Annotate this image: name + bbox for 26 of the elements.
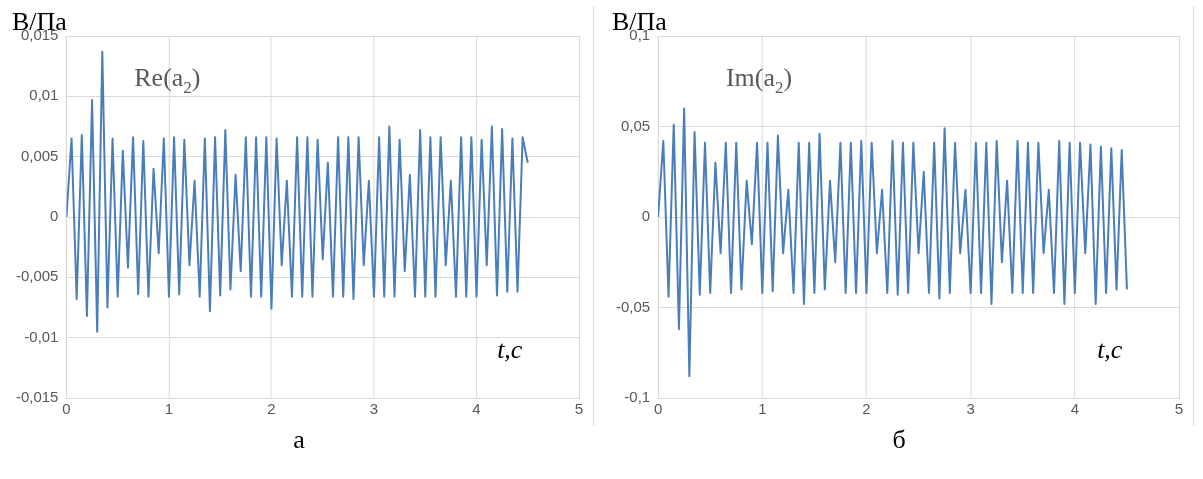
x-tick-label: 1 <box>164 400 174 418</box>
x-axis-title: t,с <box>497 334 523 365</box>
y-tick-label: 0,01 <box>29 86 59 104</box>
y-tick-label: -0,01 <box>24 327 59 345</box>
x-tick-label: 0 <box>62 400 71 418</box>
y-tick-label: 0,05 <box>621 116 651 134</box>
x-tick-label: 3 <box>369 400 379 418</box>
x-tick-label: 2 <box>267 400 276 418</box>
x-tick-label: 3 <box>966 400 975 418</box>
x-tick-label: 0 <box>653 400 663 418</box>
text: а <box>292 425 306 454</box>
y-tick-label: -0,05 <box>616 297 651 315</box>
y-tick-label: -0,015 <box>16 388 59 406</box>
y-tick-label: -0,1 <box>624 388 651 406</box>
x-tick-label: 2 <box>862 400 871 418</box>
x-tick-label: 4 <box>1070 400 1079 418</box>
text: б <box>891 425 907 454</box>
x-tick-label: 4 <box>472 400 481 418</box>
x-tick-label: 1 <box>758 400 767 418</box>
y-tick-label: 0 <box>641 207 651 225</box>
y-tick-label: 0,005 <box>21 146 59 164</box>
x-tick-label: 5 <box>574 400 584 418</box>
y-tick-label: -0,005 <box>16 267 59 285</box>
y-tick-label: 0 <box>50 207 59 225</box>
x-axis-title: t,с <box>1097 334 1123 365</box>
x-tick-label: 5 <box>1174 400 1184 418</box>
